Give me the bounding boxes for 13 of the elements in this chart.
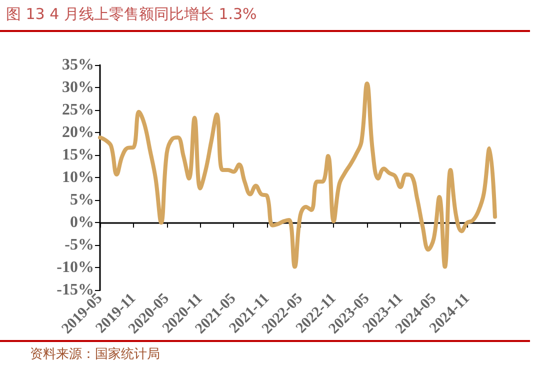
y-tick-label: 0% [70,214,94,232]
text: 资料来源：国家统计局 [30,346,160,363]
y-tick-label: 35% [62,56,94,74]
y-tick-label: 20% [62,124,94,142]
y-tick-label: -5% [64,236,94,254]
line-series [98,81,497,269]
y-tick-label: 15% [62,146,94,164]
y-tick-label: 5% [70,192,94,209]
y-tick-label: 25% [62,102,94,119]
y-tick-label: -10% [56,259,94,276]
y-tick-label: 10% [62,169,94,186]
chart-title: 图 13 4 月线上零售额同比增长 1.3% [6,5,257,24]
y-tick-label: 30% [62,79,94,96]
